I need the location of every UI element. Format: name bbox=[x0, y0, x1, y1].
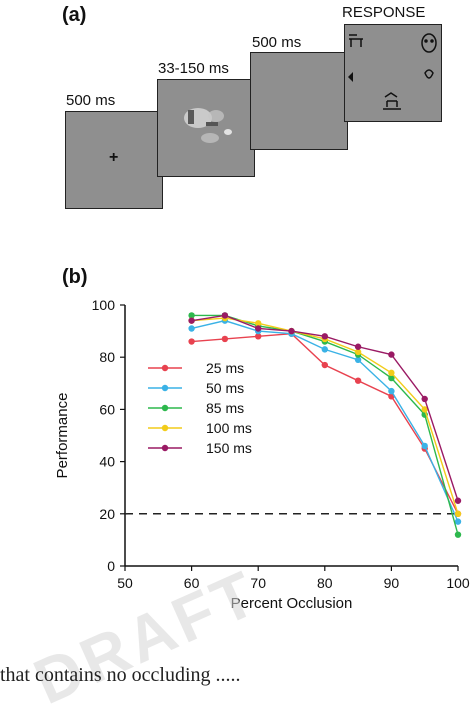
x-axis-label: Percent Occlusion bbox=[231, 595, 353, 612]
data-point-150ms bbox=[354, 343, 362, 350]
mask-screen bbox=[250, 52, 348, 150]
vehicle-icon bbox=[383, 92, 401, 110]
x-tick-label: 70 bbox=[250, 575, 266, 591]
data-point-85ms bbox=[454, 531, 462, 538]
fixation-cross: + bbox=[109, 149, 119, 166]
data-point-100ms bbox=[255, 320, 262, 327]
data-point-25ms bbox=[188, 338, 195, 345]
data-point-25ms bbox=[221, 335, 229, 343]
x-tick-label: 100 bbox=[446, 575, 470, 591]
data-point-85ms bbox=[388, 374, 395, 382]
legend-label: 150 ms bbox=[206, 440, 252, 456]
data-point-50ms bbox=[354, 356, 362, 364]
data-point-100ms bbox=[388, 369, 395, 377]
legend-label: 85 ms bbox=[206, 400, 244, 416]
response-screen bbox=[344, 24, 442, 122]
x-tick-label: 50 bbox=[117, 575, 133, 591]
legend-marker bbox=[161, 444, 169, 452]
stage-1-time-label: 500 ms bbox=[66, 92, 116, 109]
data-point-150ms bbox=[188, 317, 195, 324]
data-point-100ms bbox=[421, 406, 428, 413]
data-point-85ms bbox=[188, 312, 195, 319]
y-tick-label: 60 bbox=[99, 401, 115, 417]
data-point-25ms bbox=[321, 361, 328, 369]
legend-marker bbox=[161, 384, 169, 392]
x-tick-label: 90 bbox=[384, 575, 400, 591]
performance-chart: 0 20 40 60 80 100 50 60 70 80 90 100 Percent Occlusi… bbox=[54, 297, 470, 612]
data-point-150ms bbox=[221, 312, 229, 319]
data-point-150ms bbox=[454, 497, 462, 504]
legend-label: 25 ms bbox=[206, 360, 244, 376]
data-point-150ms bbox=[421, 395, 428, 403]
stage-2-time-label: 33-150 ms bbox=[158, 60, 229, 77]
fixation-screen: + bbox=[65, 111, 163, 209]
animal-icon bbox=[348, 72, 353, 82]
stage-3-time-label: 500 ms bbox=[252, 34, 302, 51]
y-tick-label: 40 bbox=[99, 454, 115, 470]
face-icon bbox=[421, 33, 437, 53]
x-tick-label: 80 bbox=[317, 575, 333, 591]
data-point-50ms bbox=[421, 442, 428, 450]
data-point-150ms bbox=[388, 351, 395, 358]
y-tick-label: 20 bbox=[99, 506, 115, 522]
data-point-50ms bbox=[188, 325, 195, 332]
y-tick-label: 0 bbox=[107, 558, 115, 574]
panel-a-label: (a) bbox=[62, 4, 87, 26]
data-point-150ms bbox=[321, 333, 328, 340]
data-point-25ms bbox=[255, 333, 262, 340]
data-point-150ms bbox=[255, 325, 262, 332]
legend-label: 100 ms bbox=[206, 420, 252, 436]
data-point-50ms bbox=[321, 346, 328, 353]
stage-4-time-label: RESPONSE bbox=[342, 4, 426, 21]
x-tick-label: 60 bbox=[184, 575, 200, 591]
y-tick-label: 80 bbox=[99, 349, 115, 365]
legend-label: 50 ms bbox=[206, 380, 244, 396]
footer-text: that contains no occluding ..... bbox=[0, 664, 241, 686]
fruit-icon bbox=[424, 69, 434, 79]
response-choice-icons bbox=[348, 33, 437, 110]
y-tick-label: 100 bbox=[92, 297, 116, 313]
stimulus-image-screen bbox=[157, 79, 255, 177]
data-point-150ms bbox=[288, 327, 295, 335]
data-point-25ms bbox=[354, 377, 362, 384]
data-point-50ms bbox=[388, 387, 395, 395]
legend-marker bbox=[161, 424, 169, 432]
occluded-animal-image bbox=[184, 108, 232, 143]
data-point-50ms bbox=[454, 518, 462, 525]
legend-marker bbox=[161, 364, 169, 372]
panel-b-label: (b) bbox=[62, 266, 88, 288]
y-axis-label: Performance bbox=[54, 393, 71, 479]
table-icon bbox=[349, 34, 363, 47]
data-point-100ms bbox=[454, 510, 462, 517]
data-point-100ms bbox=[354, 348, 362, 356]
legend-marker bbox=[161, 404, 169, 412]
